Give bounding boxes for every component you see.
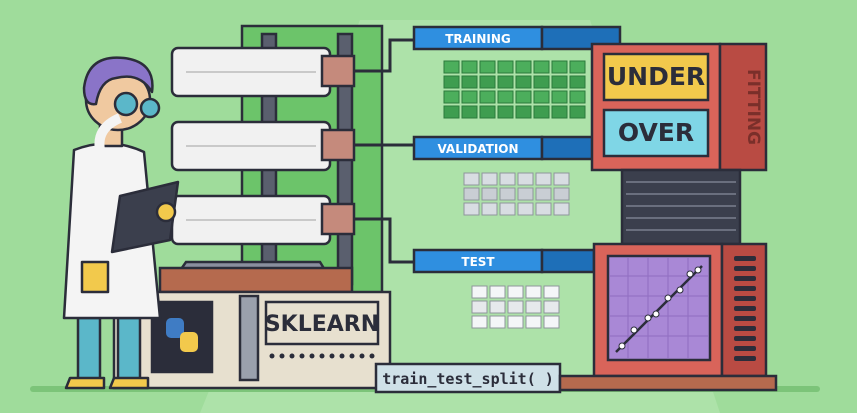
grid-cell (543, 300, 560, 314)
grid-cell (525, 285, 542, 299)
grid-cell (499, 172, 516, 186)
grid-cell (553, 172, 570, 186)
grid-cell (443, 105, 460, 119)
grid-cell (533, 75, 550, 89)
grid-cell (461, 105, 478, 119)
grid-cell (443, 75, 460, 89)
grid-cell (517, 172, 534, 186)
fit-line (615, 265, 703, 353)
grid-cell (551, 105, 568, 119)
grid-cell (525, 315, 542, 329)
grid-cell (533, 90, 550, 104)
python-icon (166, 318, 198, 352)
grid-cell (533, 60, 550, 74)
grid-cell (515, 75, 532, 89)
function-plate (374, 362, 562, 394)
grid-cell (515, 90, 532, 104)
grid-cell (553, 187, 570, 201)
over-label: OVER (618, 118, 694, 147)
grid-cell (481, 172, 498, 186)
validation-label-banner (412, 135, 596, 161)
grid-cell (497, 75, 514, 89)
grid-cell (479, 75, 496, 89)
grid-cell (489, 300, 506, 314)
grid-cell (471, 315, 488, 329)
plot-points (618, 266, 702, 350)
grid-cell (497, 105, 514, 119)
grid-cell (551, 90, 568, 104)
grid-cell (461, 90, 478, 104)
grid-cell (463, 202, 480, 216)
grid-cell (551, 75, 568, 89)
grid-cell (543, 315, 560, 329)
grid-cell (481, 202, 498, 216)
grid-cell (515, 105, 532, 119)
grid-cell (479, 105, 496, 119)
scientist (62, 56, 180, 390)
grid-cell (463, 172, 480, 186)
grid-cell (553, 202, 570, 216)
grid-cell (489, 315, 506, 329)
grid-cell (497, 60, 514, 74)
training-label: TRAINING (445, 32, 511, 46)
grid-cell (517, 187, 534, 201)
test-data-grid (471, 285, 560, 329)
grid-cell (569, 75, 586, 89)
grid-cell (535, 172, 552, 186)
plot-grid (610, 258, 708, 358)
grid-cell (569, 60, 586, 74)
grid-cell (479, 90, 496, 104)
grid-cell (517, 202, 534, 216)
grid-cell (443, 60, 460, 74)
grid-cell (471, 285, 488, 299)
bellows-ridges (626, 181, 736, 231)
fitting-label: FITTING (743, 69, 763, 145)
monitor-vents (734, 256, 756, 361)
grid-cell (471, 300, 488, 314)
grid-cell (479, 60, 496, 74)
grid-cell (507, 300, 524, 314)
under-box (602, 52, 710, 102)
grid-cell (535, 202, 552, 216)
grid-cell (481, 187, 498, 201)
over-box (602, 108, 710, 158)
grid-cell (461, 75, 478, 89)
grid-cell (507, 315, 524, 329)
grid-cell (569, 105, 586, 119)
grid-cell (499, 187, 516, 201)
grid-cell (543, 285, 560, 299)
grid-cell (551, 60, 568, 74)
validation-data-grid (463, 172, 570, 216)
grid-cell (499, 202, 516, 216)
grid-cell (507, 285, 524, 299)
validation-label: VALIDATION (437, 142, 518, 156)
function-plate-text: train_test_split( ) (382, 370, 554, 388)
grid-cell (533, 105, 550, 119)
sklearn-badge: SKLEARN (265, 312, 379, 337)
cabinet-vents (269, 353, 375, 359)
grid-cell (535, 187, 552, 201)
grid-cell (515, 60, 532, 74)
grid-cell (461, 60, 478, 74)
grid-cell (497, 90, 514, 104)
under-label: UNDER (607, 62, 705, 91)
test-label-banner (412, 248, 596, 274)
data-cables (354, 38, 414, 264)
test-label: TEST (461, 255, 495, 269)
grid-cell (569, 90, 586, 104)
grid-cell (525, 300, 542, 314)
grid-cell (489, 285, 506, 299)
training-data-grid (443, 60, 586, 119)
grid-cell (443, 90, 460, 104)
grid-cell (463, 187, 480, 201)
